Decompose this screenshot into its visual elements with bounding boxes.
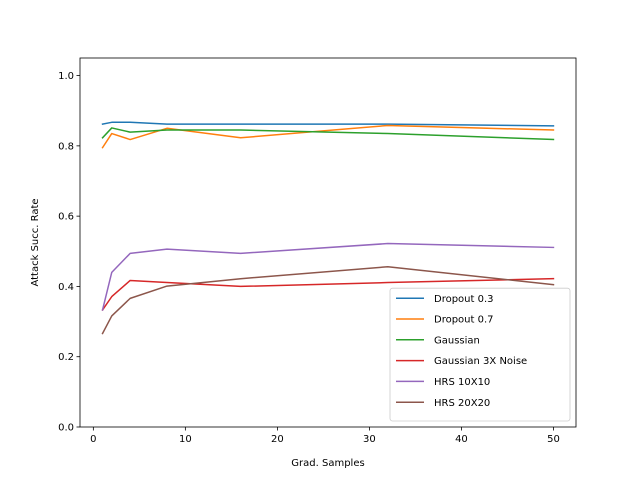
- legend: Dropout 0.3 Dropout 0.7 Gaussian Gaussian 3…: [389, 287, 571, 422]
- legend-label: HRS 20X20: [434, 398, 490, 409]
- y-tick-label: 0.8: [58, 141, 74, 152]
- y-tick-label: 0.6: [58, 212, 74, 223]
- x-tick-label: 10: [179, 434, 192, 445]
- series-line-hrs-20x20: [101, 266, 555, 335]
- y-tick-label: 1.0: [58, 71, 74, 82]
- legend-label: HRS 10X10: [434, 377, 490, 388]
- plot-frame: [79, 57, 577, 428]
- legend-box: [389, 287, 571, 422]
- y-tick-label: 0.4: [58, 282, 74, 293]
- x-axis-label: Grad. Samples: [291, 458, 364, 469]
- legend-label: Gaussian 3X Noise: [434, 356, 527, 367]
- ticks-layer: 0 10 20 30 40 50 0.0 0.2 0.4 0.6 0.8 1.0: [58, 71, 560, 445]
- y-tick-label: 0.2: [58, 352, 74, 363]
- x-tick-label: 20: [271, 434, 284, 445]
- legend-label: Dropout 0.7: [434, 315, 494, 326]
- legend-label: Gaussian: [434, 335, 480, 346]
- y-tick-label: 0.0: [58, 423, 74, 434]
- series-line-hrs-10x10: [101, 242, 555, 311]
- y-axis-label: Attack Succ. Rate: [30, 198, 41, 286]
- x-tick-label: 50: [547, 434, 560, 445]
- legend-label: Dropout 0.3: [434, 294, 494, 305]
- series-line-dropout-0-3: [101, 121, 555, 127]
- x-tick-label: 40: [455, 434, 468, 445]
- series-layer: [101, 121, 555, 335]
- series-line-gaussian: [101, 127, 555, 141]
- series-line-dropout-0-7: [101, 124, 555, 149]
- series-line-gaussian-3x-noise: [101, 277, 555, 312]
- x-tick-label: 30: [363, 434, 376, 445]
- x-tick-label: 0: [90, 434, 96, 445]
